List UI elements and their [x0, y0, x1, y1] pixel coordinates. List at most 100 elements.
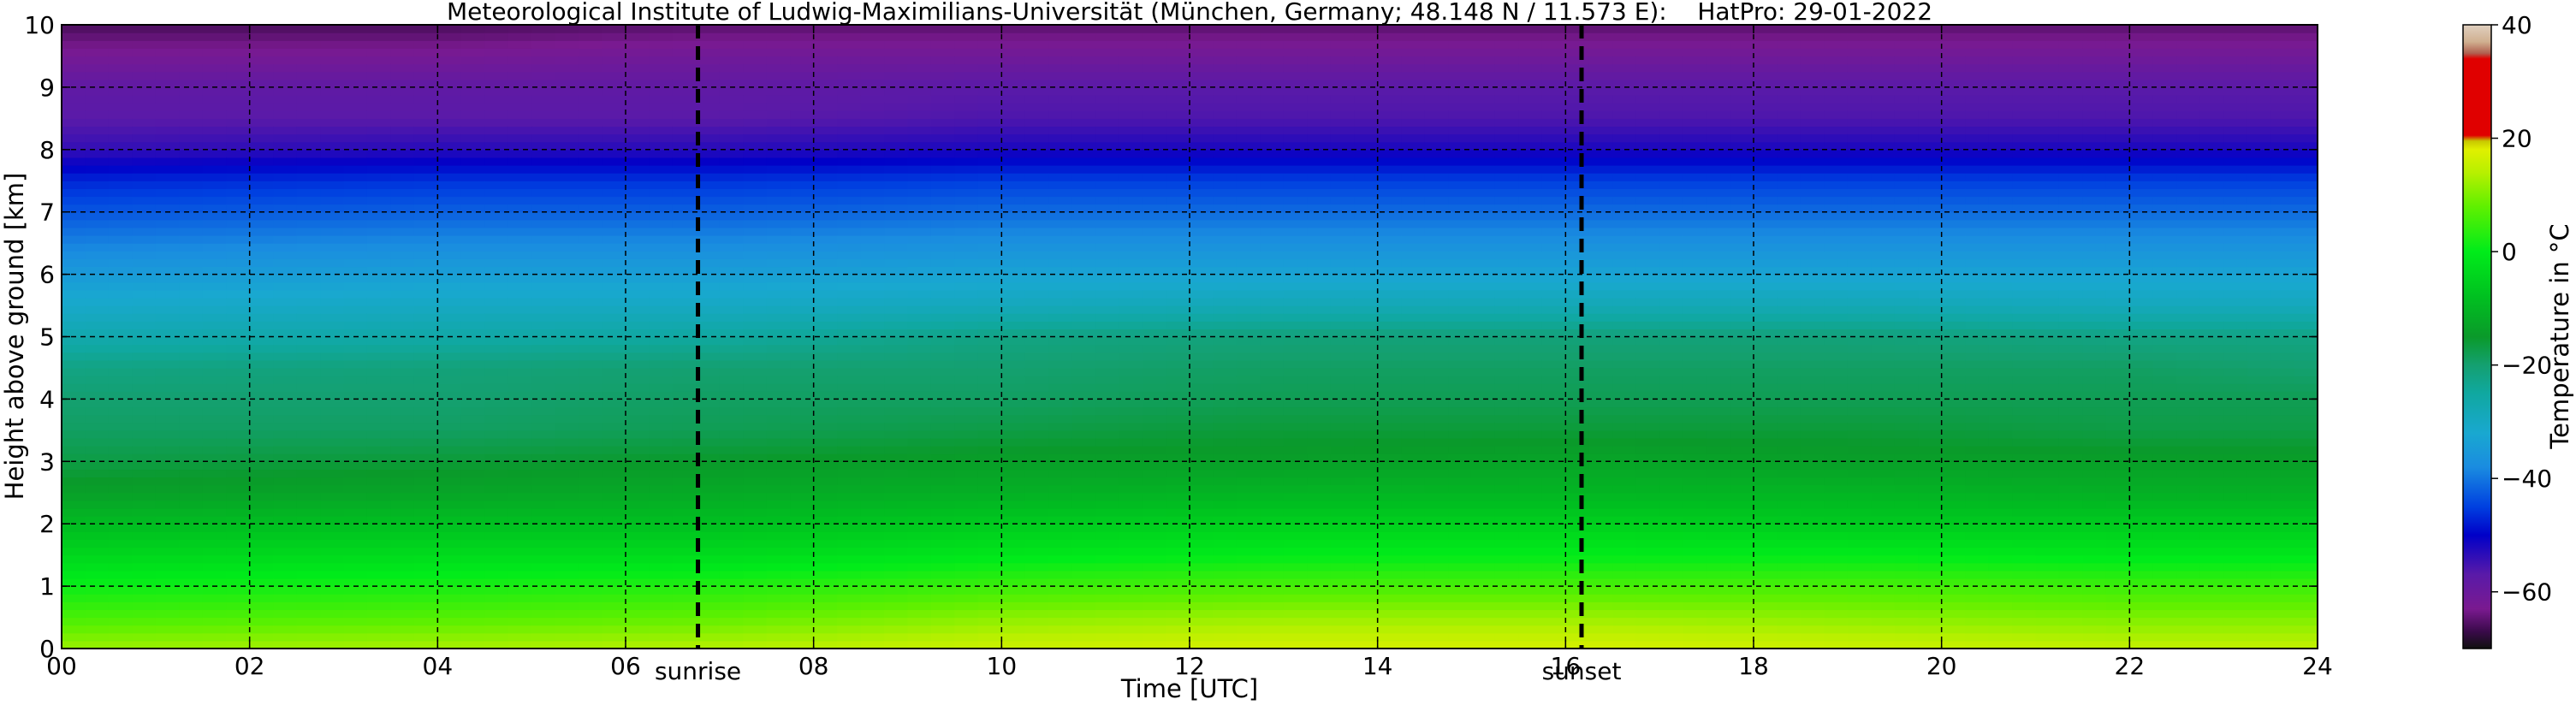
heatmap-cell — [1119, 63, 1143, 73]
heatmap-cell — [860, 367, 885, 376]
heatmap-cell — [766, 391, 791, 400]
heatmap-cell — [1071, 95, 1096, 104]
heatmap-cell — [155, 289, 180, 299]
heatmap-cell — [790, 274, 815, 283]
heatmap-cell — [696, 110, 721, 119]
heatmap-cell — [1401, 594, 1426, 602]
heatmap-cell — [132, 430, 157, 439]
heatmap-cell — [1024, 173, 1049, 181]
heatmap-cell — [273, 367, 298, 376]
heatmap-cell — [1119, 204, 1143, 213]
heatmap-cell — [343, 204, 368, 213]
heatmap-cell — [1424, 632, 1449, 642]
heatmap-cell — [1330, 289, 1355, 299]
heatmap-cell — [460, 103, 485, 111]
heatmap-cell — [132, 181, 157, 189]
heatmap-cell — [930, 329, 956, 338]
heatmap-cell — [390, 227, 415, 236]
heatmap-cell — [1330, 33, 1355, 41]
heatmap-cell — [1095, 251, 1120, 259]
heatmap-cell — [1283, 219, 1308, 228]
heatmap-cell — [1236, 173, 1261, 181]
heatmap-cell — [977, 63, 1002, 73]
heatmap-cell — [860, 126, 885, 135]
heatmap-cell — [1471, 601, 1496, 611]
heatmap-cell — [672, 40, 697, 49]
heatmap-cell — [1260, 181, 1285, 189]
heatmap-cell — [1424, 79, 1449, 88]
heatmap-cell — [1236, 391, 1261, 400]
heatmap-cell — [672, 173, 697, 181]
heatmap-cell — [320, 305, 345, 314]
heatmap-cell — [1048, 188, 1073, 198]
heatmap-cell — [907, 414, 932, 424]
heatmap-cell — [579, 118, 603, 127]
heatmap-cell — [1190, 48, 1214, 57]
heatmap-cell — [1048, 313, 1073, 322]
heatmap-cell — [696, 516, 721, 524]
heatmap-cell — [249, 103, 274, 111]
heatmap-cell — [1424, 133, 1449, 143]
heatmap-cell — [296, 367, 321, 376]
heatmap-cell — [226, 492, 251, 501]
heatmap-cell — [1424, 367, 1449, 376]
heatmap-cell — [649, 281, 674, 291]
heatmap-cell — [1071, 329, 1096, 338]
heatmap-cell — [1307, 196, 1332, 205]
heatmap-cell — [390, 211, 415, 221]
heatmap-cell — [602, 181, 626, 189]
heatmap-cell — [507, 554, 532, 564]
heatmap-cell — [930, 251, 956, 259]
heatmap-cell — [531, 40, 556, 49]
heatmap-cell — [1330, 274, 1355, 283]
heatmap-cell — [1401, 391, 1426, 400]
heatmap-cell — [85, 446, 110, 454]
heatmap-cell — [555, 251, 579, 259]
heatmap-cell — [437, 181, 462, 189]
heatmap-cell — [320, 578, 345, 587]
heatmap-cell — [837, 601, 862, 611]
heatmap-cell — [1095, 141, 1120, 151]
heatmap-cell — [320, 274, 345, 283]
heatmap-cell — [437, 63, 462, 73]
heatmap-cell — [1354, 632, 1379, 642]
heatmap-cell — [954, 625, 979, 634]
heatmap-cell — [602, 453, 626, 462]
heatmap-cell — [813, 243, 838, 252]
heatmap-cell — [1213, 63, 1238, 73]
heatmap-cell — [672, 453, 697, 462]
heatmap-cell — [226, 601, 251, 611]
heatmap-cell — [484, 196, 509, 205]
heatmap-cell — [1260, 632, 1285, 642]
heatmap-cell — [977, 258, 1002, 268]
heatmap-cell — [296, 422, 321, 431]
heatmap-cell — [1354, 367, 1379, 376]
heatmap-cell — [226, 251, 251, 259]
heatmap-cell — [907, 531, 932, 541]
heatmap-cell — [1494, 297, 1520, 306]
heatmap-cell — [366, 79, 392, 88]
heatmap-cell — [366, 48, 392, 57]
heatmap-cell — [884, 500, 909, 509]
heatmap-cell — [85, 507, 110, 517]
heatmap-cell — [954, 562, 979, 572]
heatmap-cell — [837, 196, 862, 205]
heatmap-cell — [649, 297, 674, 306]
heatmap-cell — [85, 219, 110, 228]
heatmap-cell — [602, 507, 626, 517]
heatmap-cell — [1095, 594, 1120, 602]
heatmap-cell — [672, 562, 697, 572]
heatmap-cell — [179, 625, 204, 634]
heatmap-cell — [226, 422, 251, 431]
heatmap-cell — [1330, 469, 1355, 478]
heatmap-cell — [1001, 609, 1026, 619]
heatmap-cell — [813, 477, 838, 486]
heatmap-cell — [860, 609, 885, 619]
heatmap-cell — [766, 469, 791, 478]
heatmap-cell — [1401, 352, 1426, 361]
heatmap-cell — [1213, 329, 1238, 338]
heatmap-cell — [626, 414, 650, 424]
heatmap-cell — [719, 554, 744, 564]
heatmap-cell — [1377, 188, 1402, 198]
heatmap-cell — [555, 204, 579, 213]
